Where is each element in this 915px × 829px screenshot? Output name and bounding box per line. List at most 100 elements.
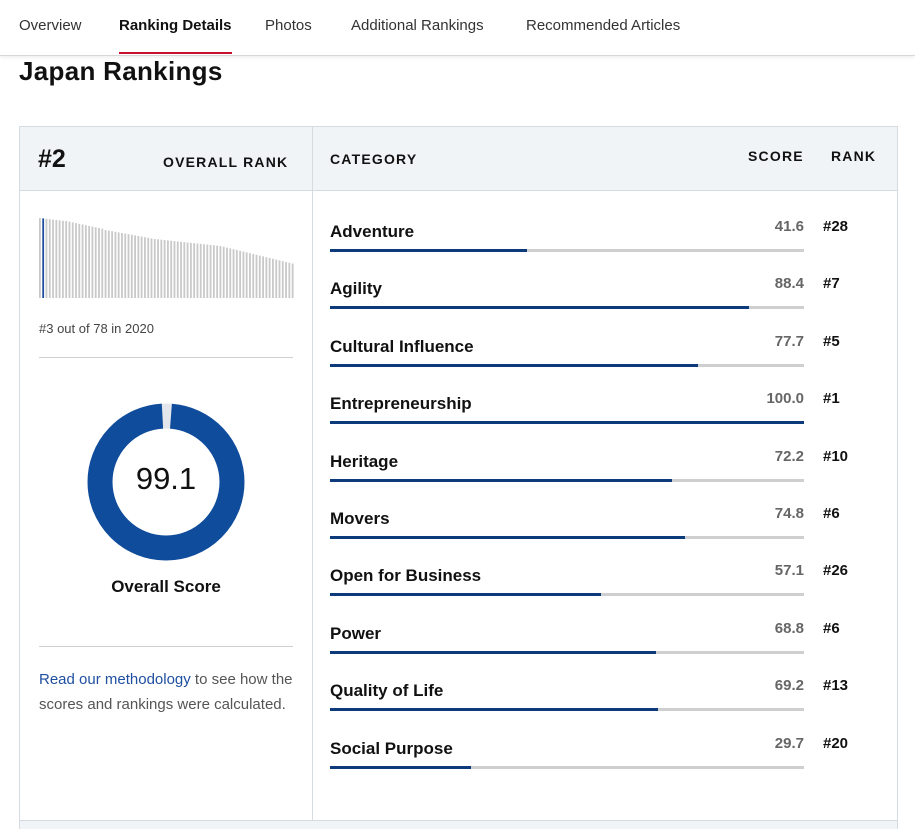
score-bar-track xyxy=(330,478,804,482)
history-bar xyxy=(262,256,264,298)
history-bar xyxy=(140,236,143,298)
tab-overview[interactable]: Overview xyxy=(19,17,82,34)
history-bar xyxy=(157,239,159,298)
category-score: 69.2 xyxy=(774,677,804,695)
tab-photos[interactable]: Photos xyxy=(265,17,312,34)
overall-rank-value: #2 xyxy=(38,145,66,173)
history-bar xyxy=(242,251,245,298)
history-bar xyxy=(45,218,48,298)
history-bar xyxy=(275,259,278,298)
history-bar xyxy=(88,225,91,298)
history-bar xyxy=(104,230,107,298)
history-bar xyxy=(252,254,255,298)
history-bar xyxy=(150,238,153,298)
history-bar xyxy=(176,241,179,298)
history-bar xyxy=(124,233,127,298)
category-rank: #20 xyxy=(823,734,849,752)
history-bar xyxy=(137,236,140,298)
category-rank: #1 xyxy=(823,390,840,408)
score-bar-fill xyxy=(330,593,601,597)
category-row: Entrepreneurship 100.0 #1 xyxy=(330,390,880,452)
history-bar xyxy=(196,243,199,298)
history-bar xyxy=(212,245,215,298)
history-bar xyxy=(285,262,287,298)
category-score: 88.4 xyxy=(774,275,804,293)
overall-score-value: 99.1 xyxy=(135,461,197,496)
score-bar-fill xyxy=(330,650,657,654)
history-bar xyxy=(52,219,54,298)
history-bar xyxy=(183,242,186,298)
history-bar xyxy=(258,255,261,298)
history-bar xyxy=(55,220,58,298)
score-bar-track xyxy=(330,421,804,425)
score-bar-fill xyxy=(330,708,658,712)
history-bar xyxy=(111,231,114,298)
category-name: Heritage xyxy=(330,451,399,471)
page-title: Japan Rankings xyxy=(19,56,223,86)
category-row: Adventure 41.6 #28 xyxy=(330,218,880,280)
category-row: Power 68.8 #6 xyxy=(330,620,880,682)
category-name: Power xyxy=(330,623,382,643)
history-bar xyxy=(193,243,196,298)
history-bar xyxy=(91,226,94,298)
tab-recommended-articles[interactable]: Recommended Articles xyxy=(526,17,681,34)
history-bar xyxy=(147,237,150,298)
history-bar xyxy=(265,257,268,298)
overall-rank-label: OVERALL RANK xyxy=(163,154,289,170)
history-bar xyxy=(130,234,133,298)
score-bar-fill xyxy=(330,363,699,367)
history-bar xyxy=(68,221,71,298)
history-bar xyxy=(229,248,232,298)
history-bar xyxy=(235,250,238,298)
history-bar xyxy=(75,223,77,298)
score-bar-fill xyxy=(330,536,685,539)
rank-history-chart xyxy=(39,218,294,298)
history-bar xyxy=(71,222,74,298)
category-rank: #5 xyxy=(823,332,840,350)
tab-additional-rankings[interactable]: Additional Rankings xyxy=(351,17,484,34)
history-bar xyxy=(107,230,110,298)
tab-ranking-details[interactable]: Ranking Details xyxy=(119,0,232,54)
category-row: Open for Business 57.1 #26 xyxy=(330,562,880,624)
history-bar xyxy=(281,261,284,298)
history-bar xyxy=(245,252,248,298)
history-bar xyxy=(186,242,189,298)
methodology-text: to see how the scores and rankings were … xyxy=(39,671,293,713)
methodology-link[interactable]: Read our methodology xyxy=(39,671,191,688)
history-bar xyxy=(127,234,130,298)
history-bar xyxy=(278,260,281,298)
history-bar xyxy=(199,243,202,298)
history-bar xyxy=(114,231,117,298)
history-bar xyxy=(121,233,123,298)
rank-column-header: RANK xyxy=(831,148,877,164)
score-bar-track xyxy=(330,536,804,539)
history-bar xyxy=(167,240,169,298)
score-bar-track xyxy=(330,249,804,252)
score-bar-track xyxy=(330,363,804,367)
category-rank: #6 xyxy=(823,505,840,522)
history-bar xyxy=(226,247,228,298)
history-bar xyxy=(291,263,294,298)
history-bar xyxy=(163,240,166,298)
history-bar xyxy=(61,220,64,298)
rankings-card: #2 OVERALL RANK CATEGORY SCORE RANK #3 o… xyxy=(19,126,898,829)
history-bar xyxy=(39,218,41,298)
score-column-header: SCORE xyxy=(748,148,804,164)
history-bar xyxy=(180,241,182,298)
category-name: Cultural Influence xyxy=(330,336,474,356)
category-row: Heritage 72.2 #10 xyxy=(330,448,880,510)
category-row: Agility 88.4 #7 xyxy=(330,275,880,337)
category-score: 29.7 xyxy=(774,734,804,752)
category-name: Movers xyxy=(330,509,390,528)
history-bar xyxy=(144,237,146,298)
history-bar xyxy=(58,220,61,298)
category-rank: #7 xyxy=(823,275,840,293)
column-divider xyxy=(312,127,313,820)
category-name: Adventure xyxy=(330,222,415,241)
history-bar xyxy=(81,224,84,298)
category-name: Agility xyxy=(330,279,382,299)
history-bar xyxy=(65,221,68,298)
category-row: Quality of Life 69.2 #13 xyxy=(330,677,880,739)
card-footer xyxy=(20,820,897,829)
history-bar xyxy=(272,258,274,298)
